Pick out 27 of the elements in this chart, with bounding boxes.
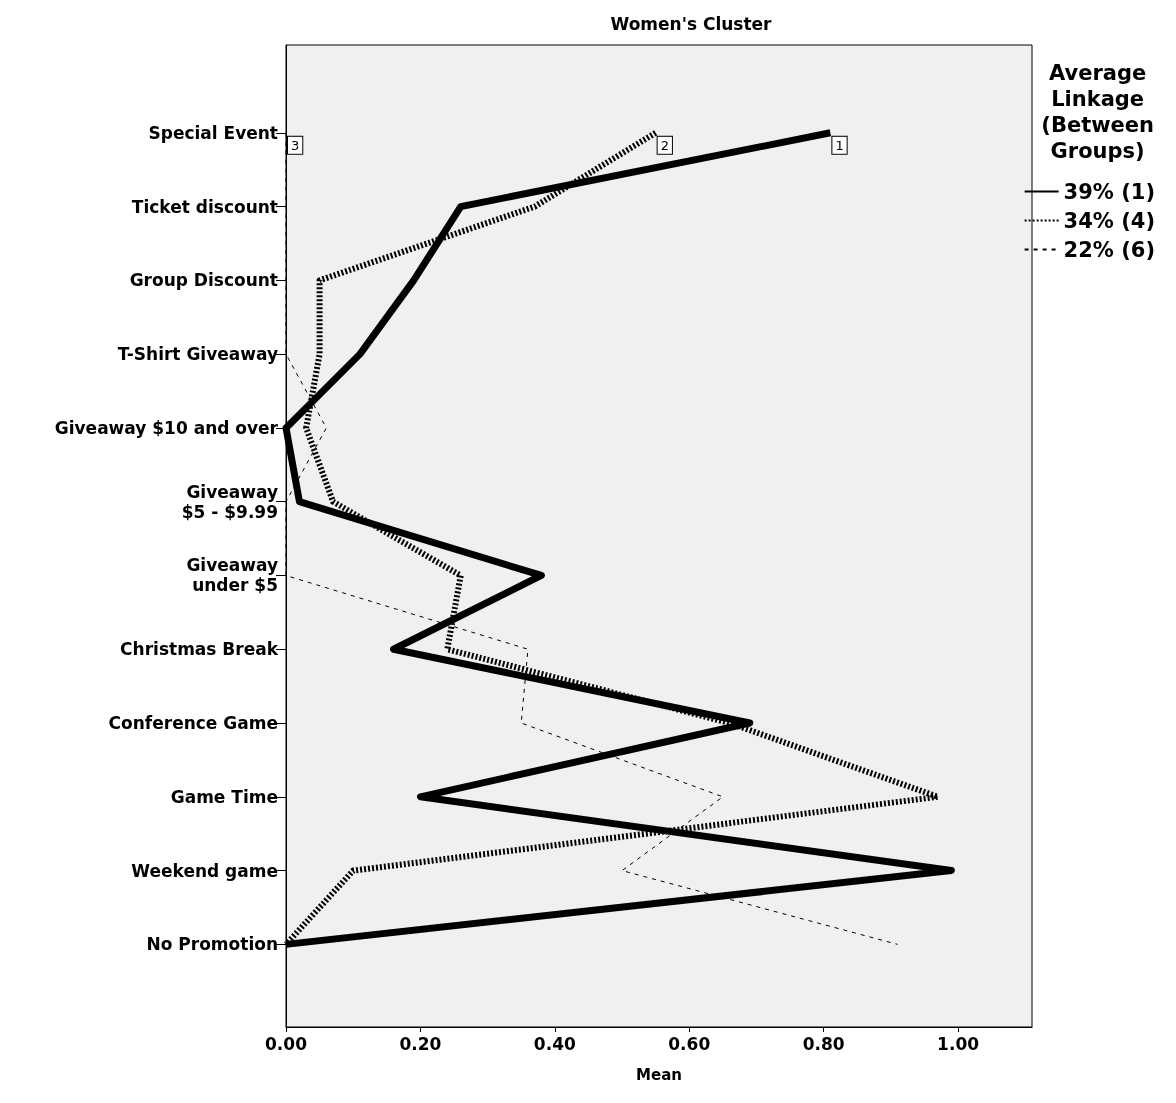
legend-label: 22% (6) bbox=[1063, 237, 1156, 262]
y-tick-label: Conference Game bbox=[108, 713, 278, 734]
legend-title: Average Linkage (Between Groups) bbox=[1041, 61, 1155, 163]
annotation: 1 bbox=[835, 137, 844, 153]
legend-label: 39% (1) bbox=[1063, 179, 1156, 204]
y-tick-label: Ticket discount bbox=[131, 196, 278, 217]
y-tick-label: Giveaway $10 and over bbox=[54, 417, 279, 438]
y-tick-label: T-Shirt Giveaway bbox=[117, 344, 278, 365]
y-tick-label: No Promotion bbox=[146, 934, 278, 955]
annotation: 2 bbox=[660, 137, 669, 153]
x-tick-label: 0.00 bbox=[265, 1033, 308, 1054]
x-tick-label: 0.60 bbox=[668, 1033, 711, 1054]
y-tick-label: Game Time bbox=[170, 786, 278, 807]
x-tick-label: 1.00 bbox=[937, 1033, 980, 1054]
x-tick-label: 0.20 bbox=[399, 1033, 442, 1054]
y-tick-label: Weekend game bbox=[131, 860, 278, 881]
x-tick-label: 0.40 bbox=[533, 1033, 576, 1054]
x-axis-title: Mean bbox=[636, 1065, 682, 1084]
legend-label: 34% (4) bbox=[1063, 208, 1156, 233]
y-tick-label: Giveaway $5 - $9.99 bbox=[181, 481, 278, 522]
x-tick-label: 0.80 bbox=[802, 1033, 845, 1054]
chart-title: Women's Cluster bbox=[610, 13, 773, 34]
y-tick-label: Giveaway under $5 bbox=[186, 555, 278, 596]
y-tick-label: Christmas Break bbox=[120, 639, 279, 660]
y-tick-label: Special Event bbox=[148, 122, 278, 143]
y-tick-label: Group Discount bbox=[129, 270, 278, 291]
annotation: 3 bbox=[291, 137, 300, 153]
